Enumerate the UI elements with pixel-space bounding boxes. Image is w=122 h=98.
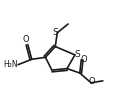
Text: H₂N: H₂N [3,60,18,69]
Text: S: S [74,50,80,59]
Text: S: S [52,28,58,37]
Text: O: O [88,77,95,86]
Text: O: O [80,55,87,64]
Text: O: O [23,35,29,44]
